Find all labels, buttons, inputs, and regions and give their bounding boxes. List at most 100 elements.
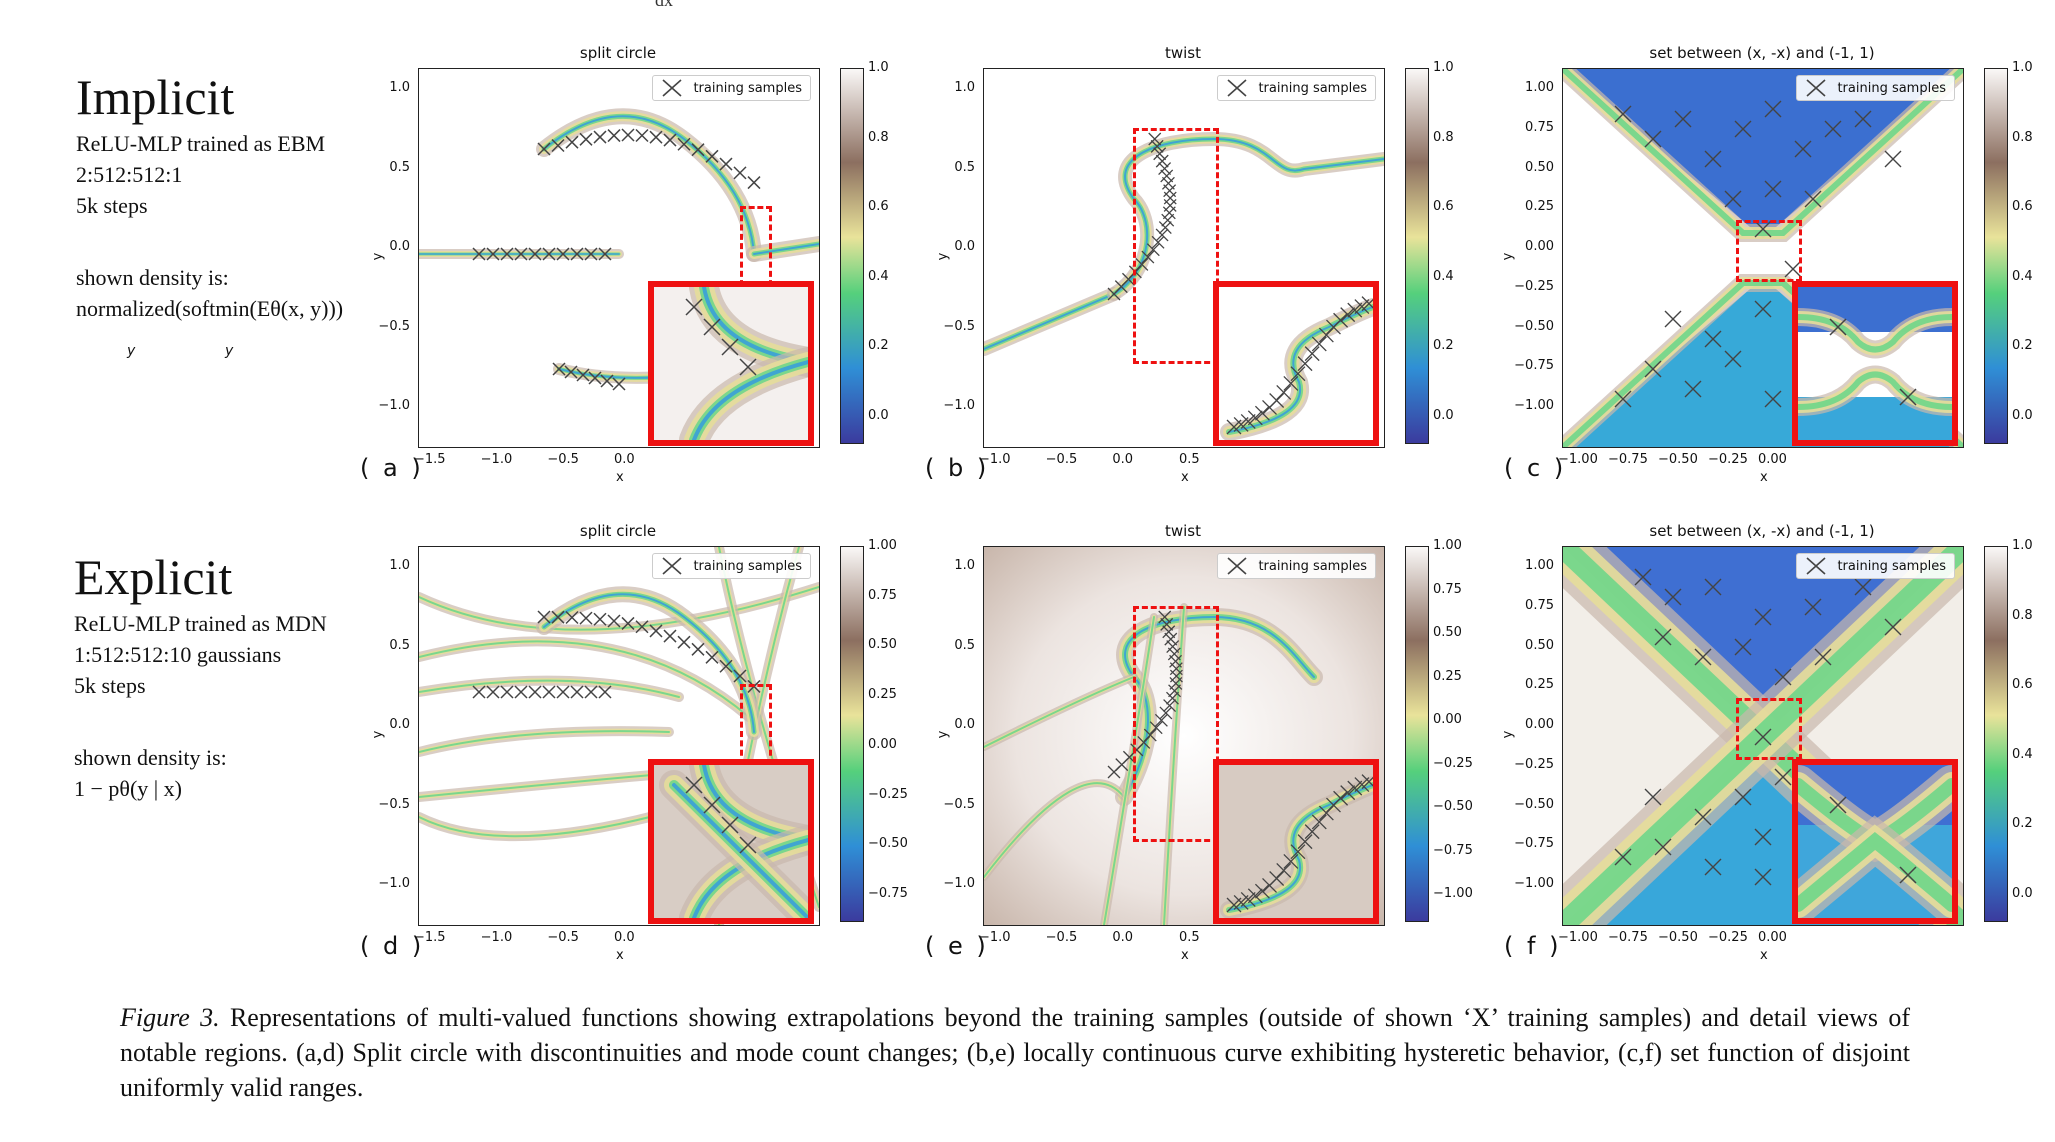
y-tick-label: 0.00 xyxy=(1525,239,1554,254)
training-sample-marker xyxy=(1304,824,1320,840)
x-tick-label: −1.0 xyxy=(979,930,1011,945)
x-tick-label: 0.0 xyxy=(614,930,635,945)
training-sample-marker xyxy=(635,128,649,143)
training-sample-marker xyxy=(691,642,705,656)
training-sample-marker xyxy=(1150,139,1164,153)
colorbar-tick-label: 0.8 xyxy=(868,129,889,145)
density-band xyxy=(984,676,1135,748)
y-tick-label: 1.0 xyxy=(954,558,975,573)
subplot-a: split circle training samples −1.5 −1.0 −0.5… xyxy=(360,44,889,502)
training-sample-marker xyxy=(588,371,602,385)
training-sample-marker xyxy=(598,685,612,699)
x-tick-label: −0.25 xyxy=(1708,930,1748,945)
training-sample-marker xyxy=(721,338,739,356)
legend-label: training samples xyxy=(1258,80,1367,96)
y-tick-label: −1.00 xyxy=(1514,876,1554,891)
density-band xyxy=(1123,615,1315,798)
x-axis-label: x xyxy=(616,470,624,485)
training-sample-marker xyxy=(663,629,677,643)
x-tick-label: −0.75 xyxy=(1608,452,1648,467)
density-band xyxy=(984,293,1115,350)
row-description-implicit: ReLU-MLP trained as EBM 2:512:512:1 5k s… xyxy=(76,128,343,324)
training-sample-marker xyxy=(1634,568,1652,586)
training-sample-marker xyxy=(584,685,598,699)
density-band xyxy=(419,586,819,631)
training-sample-marker xyxy=(500,685,514,699)
detail-inset-image xyxy=(1219,765,1373,918)
training-sample-marker xyxy=(472,247,486,261)
training-sample-marker xyxy=(564,365,578,379)
row-line: ReLU-MLP trained as MDN xyxy=(74,611,327,636)
x-tick-label: −0.50 xyxy=(1658,930,1698,945)
training-sample-marker xyxy=(1160,617,1174,631)
training-sample-marker xyxy=(1247,888,1263,904)
row-line: 2:512:512:1 xyxy=(76,162,183,187)
y-tick-label: 0.50 xyxy=(1525,637,1554,653)
subplot-letter-label: ( b ) xyxy=(925,454,990,482)
subplot-title: twist xyxy=(1164,44,1201,62)
y-axis-label: y xyxy=(1500,252,1516,261)
training-sample-marker xyxy=(542,247,556,261)
training-sample-marker xyxy=(1784,260,1802,278)
training-sample-marker xyxy=(486,685,500,699)
colorbar-gradient xyxy=(1406,547,1428,921)
y-axis-label: y xyxy=(935,730,951,739)
training-sample-marker xyxy=(551,138,565,153)
x-tick-label: 0.00 xyxy=(1758,452,1787,467)
legend-label: training samples xyxy=(693,558,802,574)
training-sample-marker xyxy=(1824,120,1842,138)
training-sample-marker xyxy=(1158,610,1172,624)
y-tick-label: −1.0 xyxy=(378,398,410,413)
colorbar-tick-label: 0.0 xyxy=(868,408,889,423)
training-sample-marker xyxy=(1644,788,1662,806)
training-sample-marker xyxy=(1135,258,1149,271)
training-sample-marker xyxy=(1333,790,1349,806)
training-sample-marker xyxy=(1297,834,1313,850)
highlight-region-box xyxy=(1736,698,1802,760)
detail-inset xyxy=(648,281,814,446)
training-sample-marker xyxy=(1240,413,1256,429)
colorbar xyxy=(1405,546,1429,922)
x-tick-label: −0.25 xyxy=(1708,452,1748,467)
training-sample-marker xyxy=(703,318,721,336)
training-sample-marker xyxy=(1361,774,1373,790)
training-sample-marker xyxy=(1163,699,1177,713)
colorbar-tick-label: 0.4 xyxy=(1433,268,1454,284)
training-sample-marker xyxy=(1290,366,1306,382)
legend-label: training samples xyxy=(1258,558,1367,574)
colorbar-tick-label: 1.00 xyxy=(868,538,897,553)
density-heatmap xyxy=(419,547,819,925)
x-axis-label: x xyxy=(1760,470,1768,485)
colorbar-tick-label: 0.0 xyxy=(2012,408,2033,423)
x-tick-label: 0.00 xyxy=(1758,930,1787,945)
colorbar-gradient xyxy=(1985,547,2007,921)
colorbar-tick-label: 0.00 xyxy=(868,736,897,752)
training-sample-marker xyxy=(1311,336,1327,352)
legend-x-marker-icon xyxy=(1227,557,1247,575)
training-sample-marker xyxy=(1724,190,1742,208)
y-tick-label: 0.0 xyxy=(954,717,975,732)
training-sample-marker xyxy=(1614,390,1632,408)
y-tick-label: 1.0 xyxy=(389,80,410,95)
density-band xyxy=(1798,314,1952,353)
density-band xyxy=(419,640,750,718)
colorbar xyxy=(1984,68,2008,444)
x-tick-label: 0.5 xyxy=(1179,452,1200,467)
training-sample-marker xyxy=(1814,648,1832,666)
training-sample-marker xyxy=(719,659,733,673)
training-sample-marker xyxy=(685,776,703,794)
training-sample-marker xyxy=(1684,380,1702,398)
row-line: shown density is: xyxy=(74,745,227,770)
legend-x-marker-icon xyxy=(662,79,682,97)
training-sample-marker xyxy=(528,685,542,699)
row-line xyxy=(74,701,327,732)
x-tick-label: −1.5 xyxy=(414,452,446,467)
density-band xyxy=(419,730,670,753)
detail-inset-image xyxy=(1798,765,1952,918)
training-sample-marker xyxy=(1240,891,1256,907)
training-sample-marker xyxy=(593,130,607,144)
cut-off-equation-fragment: dx xyxy=(655,0,673,10)
density-band xyxy=(692,838,808,918)
training-sample-marker xyxy=(1704,858,1722,876)
detail-inset xyxy=(1213,281,1379,446)
